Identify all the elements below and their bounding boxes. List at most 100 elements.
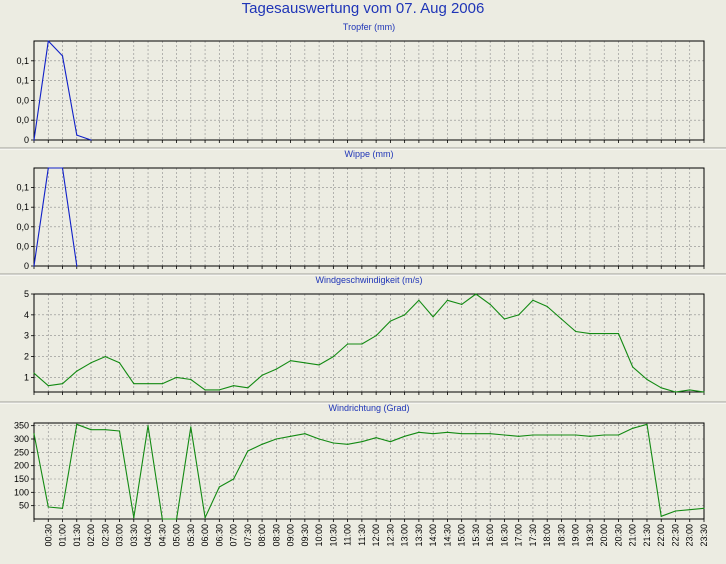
x-tick-label: 07:00 <box>229 524 239 547</box>
data-point <box>603 434 605 436</box>
data-point <box>304 362 306 364</box>
data-point <box>446 299 449 301</box>
y-tick-label: 0,0 <box>16 222 29 232</box>
data-point <box>446 431 449 433</box>
data-point <box>689 509 691 511</box>
plot-frame <box>33 422 705 520</box>
x-tick-label: 16:30 <box>499 524 509 547</box>
data-point <box>404 435 406 437</box>
data-point <box>332 442 334 444</box>
data-point <box>61 507 64 509</box>
data-point <box>175 376 178 379</box>
plot-frame <box>33 40 705 141</box>
data-point <box>232 385 235 387</box>
y-tick-label: 3 <box>24 331 29 341</box>
data-point <box>118 362 121 364</box>
x-tick-label: 09:30 <box>300 524 310 547</box>
page-title: Tagesauswertung vom 07. Aug 2006 <box>241 0 485 17</box>
data-point <box>461 433 463 435</box>
y-tick-label: 2 <box>24 352 29 362</box>
data-point <box>332 355 334 358</box>
data-point <box>375 335 377 337</box>
data-point <box>660 515 662 517</box>
data-point <box>703 507 705 509</box>
data-point <box>275 438 277 440</box>
x-tick-label: 17:30 <box>528 524 538 547</box>
data-point <box>575 434 577 436</box>
data-point <box>475 433 477 435</box>
plot-frame <box>33 167 705 267</box>
chart-title: Wippe (mm) <box>345 149 394 159</box>
y-tick-label: 0 <box>24 135 29 145</box>
data-point <box>147 383 149 385</box>
data-point <box>33 433 35 435</box>
x-tick-label: 02:00 <box>86 524 96 547</box>
x-tick-label: 11:00 <box>343 524 353 546</box>
x-tick-label: 02:30 <box>100 524 110 547</box>
data-point <box>261 443 263 445</box>
y-tick-label: 50 <box>19 501 29 511</box>
data-point <box>389 441 391 443</box>
data-point <box>532 299 534 301</box>
data-point <box>76 134 78 136</box>
series-line <box>33 293 705 393</box>
data-point <box>660 387 662 389</box>
data-point <box>261 374 263 376</box>
x-tick-label: 13:30 <box>414 524 424 547</box>
y-tick-label: 0,0 <box>16 241 29 251</box>
data-point <box>546 305 548 308</box>
data-point <box>418 299 420 301</box>
series-line <box>33 423 705 520</box>
x-tick-label: 22:30 <box>670 524 680 547</box>
x-tick-label: 04:30 <box>157 524 167 547</box>
x-tick-label: 03:00 <box>115 524 125 547</box>
data-point <box>118 430 121 432</box>
x-tick-label: 13:00 <box>400 524 410 547</box>
data-point <box>489 303 491 306</box>
x-tick-label: 15:30 <box>471 524 481 547</box>
x-tick-label: 18:30 <box>556 524 566 547</box>
data-point <box>418 431 420 433</box>
x-tick-label: 00:30 <box>43 524 53 547</box>
y-tick-label: 150 <box>14 474 29 484</box>
data-point <box>532 434 534 436</box>
data-point <box>674 391 677 393</box>
data-point <box>147 425 149 427</box>
data-point <box>204 389 206 391</box>
x-tick-label: 10:30 <box>328 524 338 547</box>
data-point <box>90 429 92 431</box>
data-point <box>361 343 363 345</box>
data-point <box>33 372 35 374</box>
data-point <box>161 383 163 385</box>
x-tick-label: 14:00 <box>428 524 438 547</box>
y-tick-label: 200 <box>14 461 29 471</box>
y-tick-label: 0,0 <box>16 95 29 105</box>
x-tick-label: 11:30 <box>357 524 367 546</box>
y-tick-label: 0 <box>24 261 29 271</box>
data-point <box>404 314 406 316</box>
data-point <box>489 433 491 435</box>
data-point <box>518 435 520 437</box>
chart-title: Windgeschwindigkeit (m/s) <box>315 275 422 285</box>
data-point <box>275 368 277 370</box>
data-point <box>90 362 92 364</box>
y-tick-label: 0,1 <box>16 76 29 86</box>
series-line <box>33 167 78 267</box>
data-point <box>47 40 49 42</box>
x-tick-label: 12:00 <box>371 524 381 547</box>
data-point <box>646 423 648 425</box>
y-tick-label: 100 <box>14 487 29 497</box>
data-point <box>61 383 64 385</box>
y-tick-label: 250 <box>14 447 29 457</box>
data-point <box>546 434 548 436</box>
data-point <box>375 437 377 439</box>
x-tick-label: 14:30 <box>442 524 452 547</box>
y-tick-label: 300 <box>14 434 29 444</box>
x-tick-label: 05:00 <box>172 524 182 547</box>
data-point <box>617 333 620 335</box>
data-point <box>518 314 520 316</box>
x-tick-label: 19:00 <box>571 524 581 547</box>
data-point <box>389 320 391 322</box>
x-tick-label: 23:30 <box>699 524 709 547</box>
data-point <box>503 318 506 320</box>
